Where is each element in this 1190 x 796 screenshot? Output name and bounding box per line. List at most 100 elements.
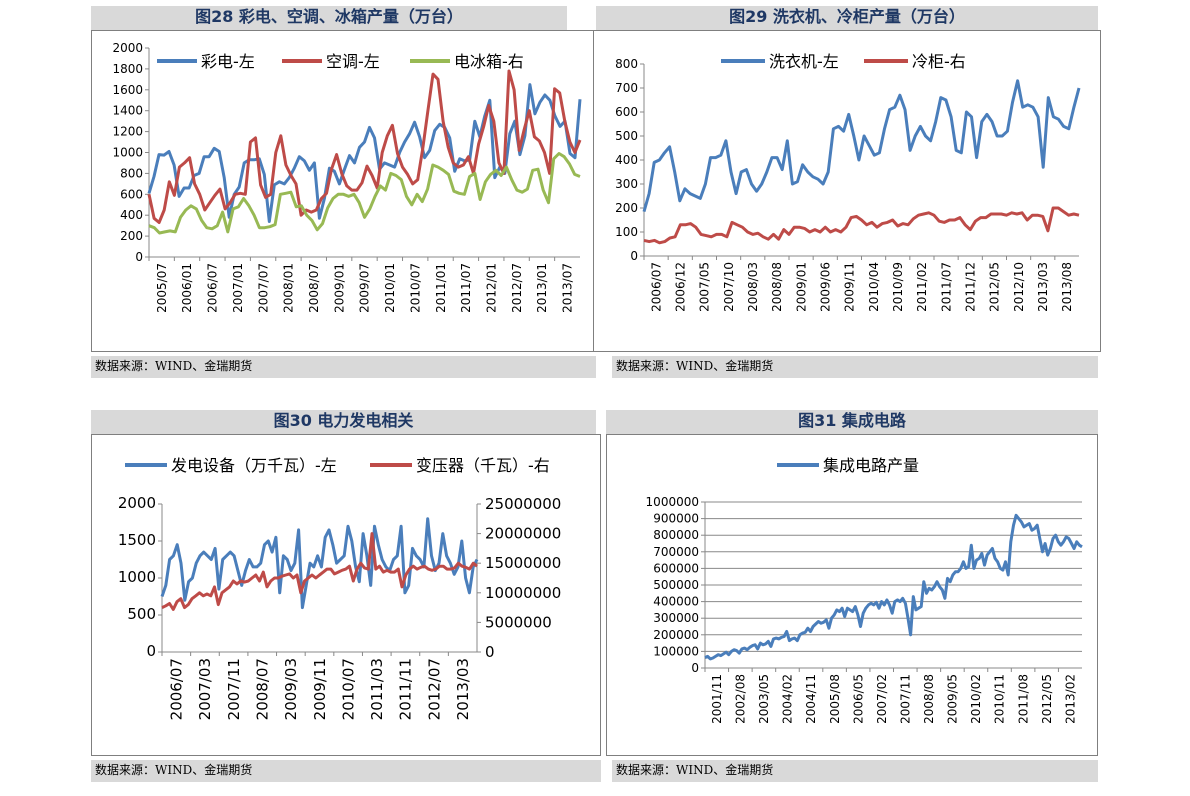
fig31-x-tick-label: 2006/05: [851, 674, 865, 724]
fig31-x-tick-label: 2010/02: [969, 674, 983, 724]
fig28-legend-label-0: 彩电-左: [201, 52, 255, 71]
fig30-y-tick-label: 2000: [118, 494, 156, 512]
fig29-x-tick-label: 2011/02: [915, 262, 929, 312]
fig28-y-tick-label: 800: [120, 166, 143, 180]
fig29-y-tick-label: 400: [615, 153, 638, 167]
fig28-x-tick-label: 2010/01: [383, 263, 397, 313]
fig31-legend-label-0: 集成电路产量: [823, 456, 919, 475]
fig29-x-tick-label: 2009/01: [794, 262, 808, 312]
fig30-y2-tick-label: 15000000: [485, 554, 561, 572]
fig28-legend-label-2: 电冰箱-右: [454, 52, 524, 71]
fig29-y-tick-label: 500: [615, 129, 638, 143]
fig29-title: 图29 洗衣机、冷柜产量（万台）: [729, 7, 965, 26]
fig29-x-tick-label: 2006/12: [673, 262, 687, 312]
fig28-x-tick-label: 2008/07: [307, 263, 321, 313]
fig29-y-tick-label: 200: [615, 201, 638, 215]
fig29-x-tick-label: 2011/07: [939, 262, 953, 312]
fig28-y-tick-label: 0: [135, 250, 143, 264]
fig29-x-tick-label: 2013/03: [1036, 262, 1050, 312]
fig30-y2-tick-label: 20000000: [485, 525, 561, 543]
fig30-title: 图30 电力发电相关: [273, 411, 414, 430]
fig28-y-tick-label: 400: [120, 208, 143, 222]
fig31-x-tick-label: 2007/02: [875, 674, 889, 724]
fig29-x-tick-label: 2009/06: [818, 262, 832, 312]
fig30-x-tick-label: 2011/11: [397, 658, 415, 720]
fig28-y-tick-label: 600: [120, 187, 143, 201]
fig28-chart: 0 200 400 600 800 1000 1200 1400 1600 1800 2000 200…: [112, 41, 582, 313]
fig29-legend-label-0: 洗衣机-左: [769, 52, 839, 71]
fig28-x-tick-label: 2012/01: [484, 263, 498, 313]
fig31-y-tick-label: 800000: [653, 528, 699, 542]
fig28-x-tick-label: 2005/07: [155, 263, 169, 313]
fig29-chart-box: 0 100 200 300 400 500 600 700 800 2006/07 2006/12 2…: [593, 30, 1101, 352]
fig28-x-tick-label: 2009/01: [332, 263, 346, 313]
fig29-legend-label-1: 冷柜-右: [912, 52, 966, 71]
fig28-y-tick-label: 1400: [112, 104, 143, 118]
fig28-x-tick-label: 2012/07: [510, 263, 524, 313]
fig31-title-bar: 图31 集成电路: [606, 410, 1098, 434]
fig28-x-tick-label: 2013/07: [561, 263, 575, 313]
fig29-x-tick-label: 2007/10: [722, 262, 736, 312]
fig31-x-tick-label: 2009/05: [946, 674, 960, 724]
fig28-x-tick-label: 2010/07: [408, 263, 422, 313]
fig31-y-tick-label: 1000000: [646, 495, 699, 509]
fig29-x-tick-label: 2011/12: [963, 262, 977, 312]
fig29-x-tick-label: 2009/11: [843, 262, 857, 312]
fig28-series-line-1: [147, 69, 582, 224]
fig29-x-tick-label: 2007/05: [698, 262, 712, 312]
fig30-title-bar: 图30 电力发电相关: [91, 410, 596, 434]
fig31-x-tick-label: 2002/08: [734, 674, 748, 724]
fig28-y-tick-label: 200: [120, 229, 143, 243]
fig30-x-tick-label: 2013/03: [454, 658, 472, 720]
fig30-y-tick-label: 1500: [118, 531, 156, 549]
fig31-chart: 0 100000 200000 300000 400000 500000 600000 700…: [646, 456, 1083, 724]
fig29-x-tick-label: 2008/08: [770, 262, 784, 312]
fig28-y-tick-label: 1200: [112, 125, 143, 139]
fig29-chart: 0 100 200 300 400 500 600 700 800 2006/07 2006/12 2…: [615, 52, 1081, 312]
fig31-y-tick-label: 200000: [653, 628, 699, 642]
fig30-y-tick-label: 500: [127, 605, 156, 623]
fig30-series-line-1: [161, 532, 478, 611]
fig30-y2-tick-label: 25000000: [485, 495, 561, 513]
fig31-x-tick-label: 2013/02: [1063, 674, 1077, 724]
fig31-x-tick-label: 2005/08: [828, 674, 842, 724]
fig30-legend-label-0: 发电设备（万千瓦）-左: [171, 456, 337, 475]
fig29-title-bar: 图29 洗衣机、冷柜产量（万台）: [596, 6, 1098, 30]
fig30-x-tick-label: 2007/03: [196, 658, 214, 720]
fig29-y-tick-label: 300: [615, 177, 638, 191]
fig30-y2-tick-label: 0: [485, 643, 495, 661]
fig30-series-line-0: [160, 517, 479, 610]
fig30-source: 数据来源：WIND、金瑞期货: [91, 760, 601, 782]
fig29-x-tick-label: 2010/09: [891, 262, 905, 312]
fig30-y2-tick-label: 5000000: [485, 613, 552, 631]
fig31-x-tick-label: 2010/11: [993, 674, 1007, 724]
fig30-x-tick-label: 2007/11: [225, 658, 243, 720]
fig28-title: 图28 彩电、空调、冰箱产量（万台）: [195, 7, 463, 26]
fig30-chart-box: 0 500 1000 1500 2000 0 5000000 10000000 15000000…: [91, 434, 601, 756]
fig31-y-tick-label: 500000: [653, 578, 699, 592]
fig31-y-tick-label: 600000: [653, 561, 699, 575]
fig31-y-tick-label: 100000: [653, 644, 699, 658]
fig30-legend-label-1: 变压器（千瓦）-右: [416, 456, 550, 475]
fig29-y-tick-label: 0: [630, 249, 638, 263]
fig31-y-tick-label: 900000: [653, 512, 699, 526]
fig30-x-tick-label: 2010/07: [339, 658, 357, 720]
fig29-series-line-0: [642, 79, 1081, 213]
fig29-y-tick-label: 100: [615, 225, 638, 239]
fig31-source: 数据来源：WIND、金瑞期货: [612, 760, 1098, 782]
fig29-source: 数据来源：WIND、金瑞期货: [612, 356, 1098, 378]
fig28-legend-label-1: 空调-左: [326, 52, 380, 71]
fig28-x-tick-label: 2009/07: [358, 263, 372, 313]
fig31-x-tick-label: 2003/05: [757, 674, 771, 724]
fig31-x-tick-label: 2004/02: [781, 674, 795, 724]
fig31-x-tick-label: 2004/11: [804, 674, 818, 724]
fig30-y-tick-label: 0: [146, 642, 156, 660]
fig31-y-tick-label: 400000: [653, 595, 699, 609]
fig31-x-tick-label: 2011/08: [1016, 674, 1030, 724]
fig28-x-tick-label: 2006/01: [180, 263, 194, 313]
fig30-x-tick-label: 2006/07: [168, 658, 186, 720]
fig28-y-tick-label: 1600: [112, 83, 143, 97]
fig28-source: 数据来源：WIND、金瑞期货: [91, 356, 596, 378]
fig28-y-tick-label: 1000: [112, 146, 143, 160]
fig31-series-line-0: [704, 513, 1083, 661]
